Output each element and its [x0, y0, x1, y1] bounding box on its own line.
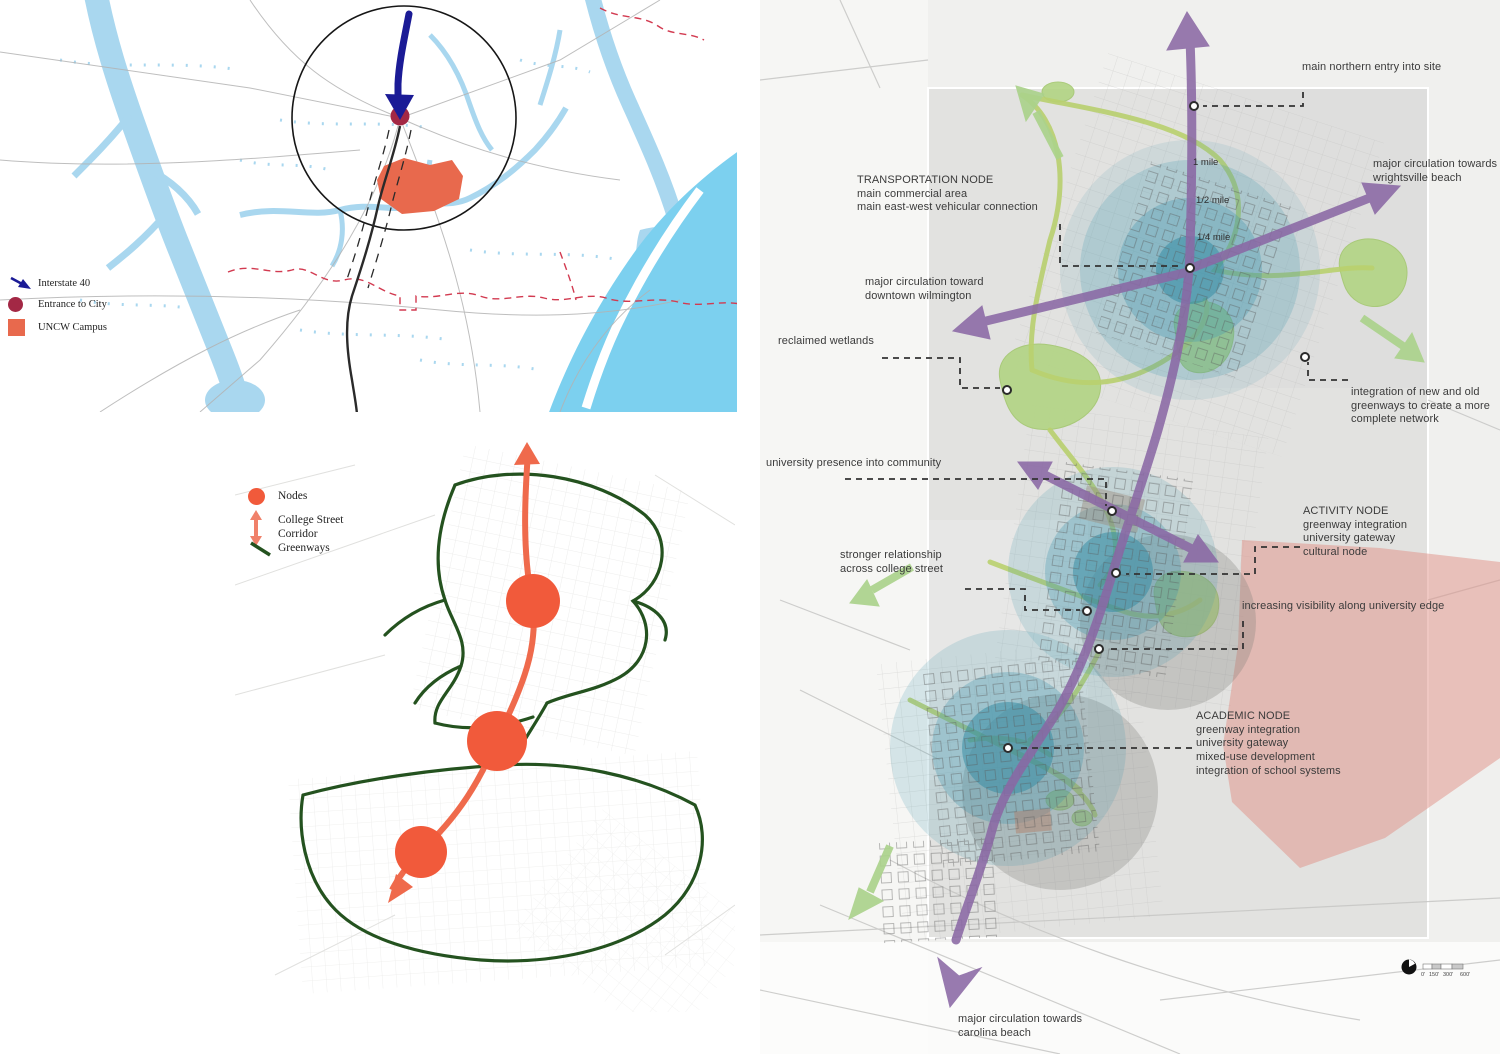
annotation-academic-node: ACADEMIC NODE greenway integration unive… — [1196, 710, 1341, 777]
regional-map — [0, 0, 737, 412]
wrightsville-arrowhead — [1361, 182, 1402, 215]
annotation-activity-node: ACTIVITY NODE greenway integration unive… — [1303, 505, 1408, 558]
legend-label: UNCW Campus — [38, 322, 107, 333]
radius-label-quarter-mile: 1/4 mile — [1197, 232, 1231, 243]
study-area-circle — [291, 5, 517, 231]
corridor-map — [235, 435, 735, 1012]
college-road — [345, 125, 412, 412]
greenway-arrows — [848, 85, 1425, 921]
corridor-double-arrow-icon — [248, 509, 278, 547]
circulation-arrows — [937, 11, 1402, 1009]
annotation-circulation-wrightsville: major circulation towards wrightsville b… — [1373, 158, 1498, 184]
scale-label-0: 0' — [1421, 972, 1426, 978]
road-network — [0, 0, 681, 412]
node-circle-icon — [248, 488, 278, 505]
downtown-arrowhead — [951, 305, 991, 340]
legend-item-nodes: Nodes — [248, 488, 307, 505]
annotation-university-presence: university presence into community — [766, 457, 942, 469]
corridor-nodes — [395, 574, 560, 878]
legend-label: Greenways — [278, 542, 330, 555]
interstate-arrow-icon — [8, 274, 38, 292]
uncw-campus-area — [377, 158, 463, 214]
campus-square-icon — [8, 319, 38, 336]
city-boundary — [227, 7, 737, 311]
scale-bar — [1401, 959, 1464, 975]
scale-label-600: 600' — [1460, 972, 1471, 978]
annotation-increasing-visibility: increasing visibility along university e… — [1242, 600, 1445, 612]
university-campus-overlay — [1223, 540, 1500, 868]
legend-item-entrance: Entrance to City — [8, 297, 107, 312]
interstate-40-arrow — [385, 10, 414, 120]
radius-label-1-mile: 1 mile — [1193, 157, 1219, 168]
master-plan-map — [760, 0, 1500, 1054]
legend-item-corridor: College Street Corridor — [248, 509, 343, 547]
legend-label: Nodes — [278, 489, 308, 502]
annotation-reclaimed-wetlands: reclaimed wetlands — [778, 335, 874, 347]
radius-label-half-mile: 1/2 mile — [1196, 195, 1230, 206]
legend-item-greenways: Greenways — [248, 540, 330, 558]
activity-nw-arrowhead — [1017, 461, 1053, 490]
annotation-anchors — [1002, 101, 1310, 753]
water-features — [59, 0, 737, 412]
annotation-transportation-node: TRANSPORTATION NODE main commercial area… — [857, 174, 1038, 214]
legend-item-campus: UNCW Campus — [8, 319, 107, 336]
annotation-greenway-integration: integration of new and old greenways to … — [1351, 386, 1490, 426]
legend-label: Entrance to City — [38, 299, 107, 310]
scale-label-300: 300' — [1443, 972, 1454, 978]
entrance-dot-icon — [8, 297, 38, 312]
annotation-leaders — [845, 92, 1348, 749]
legend-item-interstate: Interstate 40 — [8, 274, 90, 292]
annotation-main-northern-entry: main northern entry into site — [1302, 61, 1442, 73]
legend-label: College Street Corridor — [278, 514, 344, 540]
annotation-stronger-relationship: stronger relationship across college str… — [840, 549, 943, 575]
legend-label: Interstate 40 — [38, 277, 91, 289]
greenway-line-icon — [248, 540, 278, 558]
scale-label-150: 150' — [1429, 972, 1440, 978]
activity-se-arrowhead — [1183, 534, 1219, 563]
north-arrowhead — [1166, 11, 1210, 51]
main-corridor-line — [951, 35, 1197, 945]
south-arrowhead — [937, 956, 983, 1009]
annotation-circulation-carolina: major circulation towards carolina beach — [958, 1013, 1083, 1039]
annotation-circulation-downtown: major circulation toward downtown wilmin… — [865, 276, 984, 302]
